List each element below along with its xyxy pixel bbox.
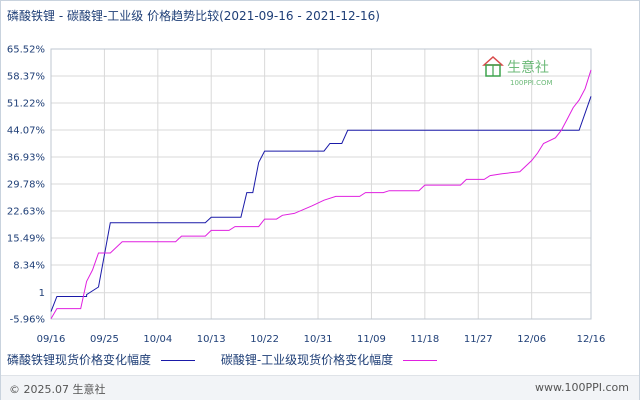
- x-tick-label: 09/16: [37, 334, 66, 345]
- legend-label: 碳酸锂-工业级现货价格变化幅度: [220, 353, 394, 367]
- series-line-2: [50, 69, 592, 320]
- x-tick-label: 09/25: [90, 334, 119, 345]
- watermark-brand: 生意社: [507, 59, 549, 76]
- y-tick-label: 36.93%: [7, 152, 45, 163]
- legend-item-series-1: 磷酸铁锂现货价格变化幅度: [7, 351, 196, 368]
- y-tick-label: -5.96%: [10, 315, 45, 326]
- y-tick-label: 65.52%: [7, 45, 45, 56]
- legend-swatch: [161, 360, 196, 361]
- watermark: 生意社 100PPI.COM: [482, 55, 553, 87]
- x-tick-label: 12/06: [517, 334, 546, 345]
- y-tick-label: 8.34%: [13, 260, 45, 271]
- y-tick-label: 22.63%: [7, 207, 45, 218]
- y-tick-label: 29.78%: [7, 180, 45, 191]
- legend: 磷酸铁锂现货价格变化幅度 碳酸锂-工业级现货价格变化幅度: [7, 351, 459, 368]
- y-tick-label: 15.49%: [7, 233, 45, 244]
- y-tick-label: 58.37%: [7, 72, 45, 83]
- series-line-1: [50, 96, 592, 312]
- x-tick-label: 11/27: [464, 334, 493, 345]
- y-tick-label: 1: [39, 288, 45, 299]
- x-tick-label: 11/18: [410, 334, 439, 345]
- chart-title: 磷酸铁锂 - 碳酸锂-工业级 价格趋势比较(2021-09-16 - 2021-…: [7, 9, 380, 23]
- legend-swatch: [403, 360, 438, 361]
- x-tick-label: 10/22: [250, 334, 279, 345]
- copyright-text: © 2025.07 生意社: [9, 383, 106, 396]
- line-chart: 生意社 100PPI.COM -5.96% 1 8.34% 15.49% 22.63% 2…: [7, 45, 606, 346]
- site-link[interactable]: www.100PPI.com: [535, 381, 629, 394]
- x-tick-label: 10/31: [304, 334, 333, 345]
- x-tick-label: 10/04: [143, 334, 172, 345]
- x-tick-label: 12/16: [577, 334, 606, 345]
- legend-label: 磷酸铁锂现货价格变化幅度: [7, 353, 152, 367]
- house-logo-icon: [482, 55, 504, 77]
- plot-border: [50, 48, 592, 320]
- legend-item-series-2: 碳酸锂-工业级现货价格变化幅度: [220, 351, 438, 368]
- watermark-url: 100PPI.COM: [510, 79, 553, 87]
- grid: [50, 48, 592, 320]
- x-tick-label: 10/13: [197, 334, 226, 345]
- y-tick-label: 44.07%: [7, 126, 45, 137]
- y-tick-label: 51.22%: [7, 99, 45, 110]
- x-tick-label: 11/09: [357, 334, 386, 345]
- series-lines: [50, 69, 592, 320]
- footer: © 2025.07 生意社 www.100PPI.com: [1, 375, 639, 400]
- axes: -5.96% 1 8.34% 15.49% 22.63% 29.78% 36.93% 44.0…: [7, 45, 606, 346]
